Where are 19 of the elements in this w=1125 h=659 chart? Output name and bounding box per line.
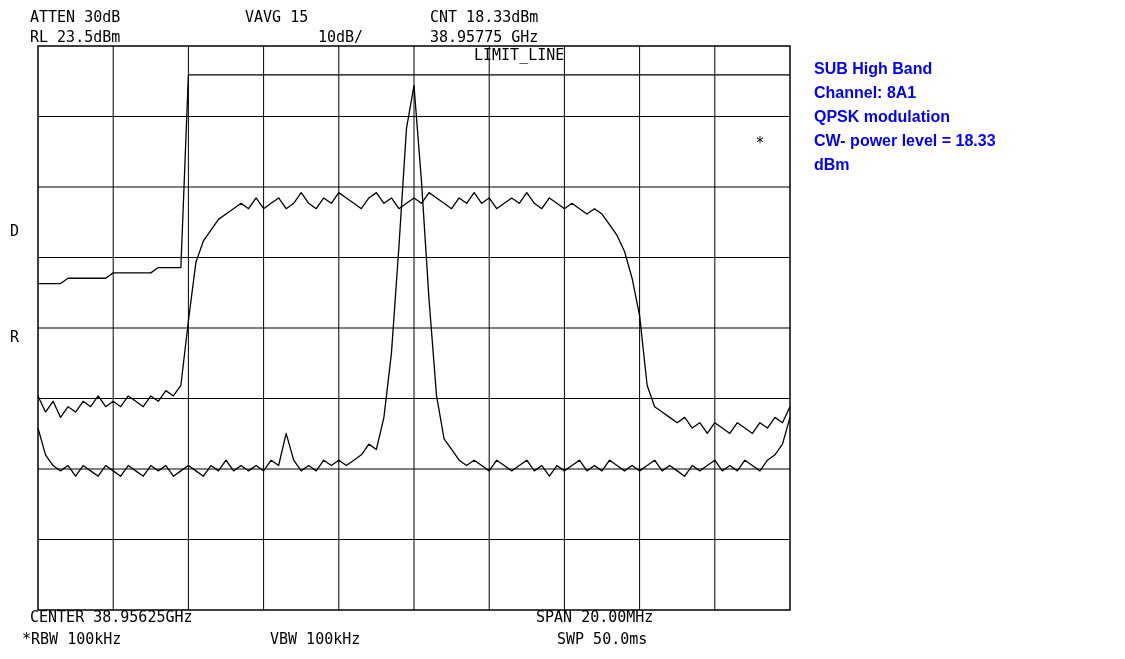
text: SWP 50.0ms <box>557 630 648 648</box>
text: CNT 18.33dBm <box>430 8 539 26</box>
text: RL 23.5dBm <box>30 28 121 46</box>
text: Channel: 8A1 <box>814 84 917 101</box>
annotation: CENTER 38.95625GHz <box>30 608 193 626</box>
text: 38.95775 GHz <box>430 28 539 46</box>
text: ATTEN 30dB <box>30 8 121 26</box>
text: D <box>10 222 20 240</box>
text: dBm <box>814 156 850 173</box>
text: CW- power level = 18.33 <box>814 132 996 149</box>
text: QPSK modulation <box>814 108 950 125</box>
annotation: SPAN 20.00MHz <box>536 608 654 626</box>
text: SUB High Band <box>814 60 933 77</box>
text: VBW 100kHz <box>270 630 361 648</box>
annotation: * <box>755 134 765 152</box>
text: R <box>10 328 20 346</box>
text: 10dB/ <box>318 28 364 46</box>
text: *RBW 100kHz <box>22 630 122 648</box>
text: VAVG 15 <box>245 8 309 26</box>
